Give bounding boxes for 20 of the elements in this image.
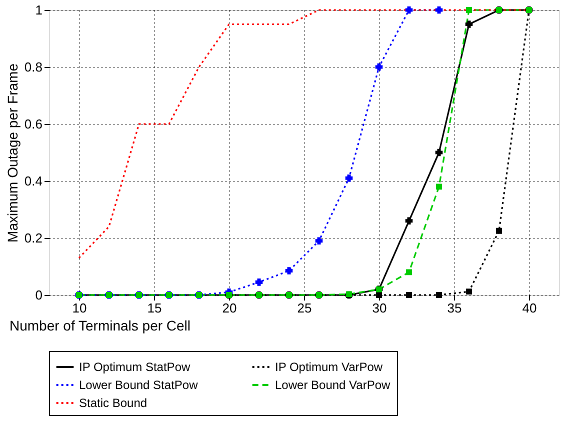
y-tick-label: 0.2 — [24, 230, 42, 246]
x-tick-label: 25 — [297, 300, 312, 316]
legend-label: IP Optimum VarPow — [275, 360, 383, 374]
y-tick-label: 0 — [35, 288, 42, 302]
legend-label: Static Bound — [79, 396, 148, 410]
y-tick-label: 0.4 — [24, 174, 42, 188]
x-tick-label: 40 — [522, 300, 537, 316]
x-tick-label: 10 — [72, 300, 87, 316]
y-axis-title: Maximum Outage per Frame — [4, 63, 20, 242]
y-tick-label: 0.6 — [24, 116, 42, 132]
x-tick-label: 15 — [147, 300, 162, 316]
x-tick-label: 35 — [447, 300, 462, 316]
legend-label: Lower Bound StatPow — [79, 378, 198, 392]
y-tick-label: 0.8 — [24, 60, 42, 74]
legend-label: IP Optimum StatPow — [79, 360, 190, 374]
x-axis-title: Number of Terminals per Cell — [10, 318, 191, 334]
y-tick-label: 1 — [35, 2, 42, 18]
x-tick-label: 30 — [372, 300, 387, 316]
x-tick-label: 20 — [222, 300, 237, 316]
legend-label: Lower Bound VarPow — [275, 378, 391, 392]
